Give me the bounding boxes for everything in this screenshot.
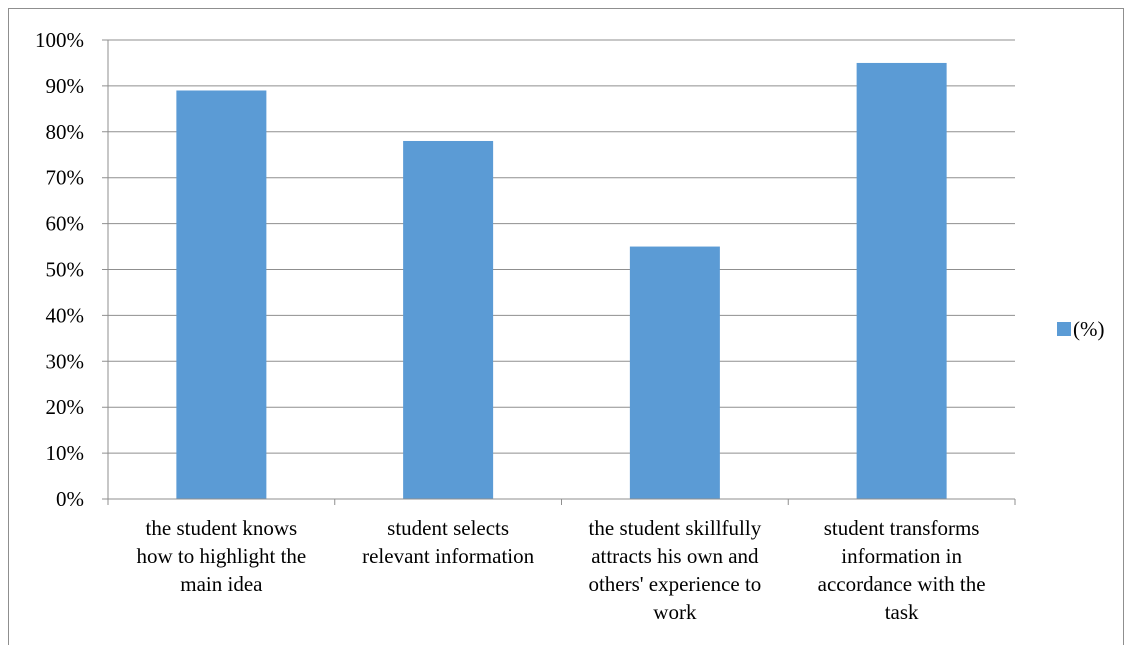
legend-swatch — [1057, 322, 1071, 336]
y-tick-label: 70% — [46, 166, 85, 190]
x-axis — [107, 498, 1016, 505]
x-category-label: main idea — [180, 572, 263, 596]
y-tick-label: 80% — [46, 120, 85, 144]
y-tick-label: 90% — [46, 74, 85, 98]
y-tick-label: 10% — [46, 441, 85, 465]
bar — [176, 90, 267, 500]
x-category-label: student transforms — [824, 516, 980, 540]
chart-frame — [8, 8, 1124, 645]
x-category-label: work — [653, 600, 697, 624]
x-category-label: task — [885, 600, 919, 624]
bar — [856, 62, 947, 499]
x-category-label: accordance with the — [818, 572, 986, 596]
y-tick-label: 0% — [56, 487, 84, 511]
y-tick-label: 40% — [46, 303, 85, 327]
y-tick-label: 100% — [35, 28, 84, 52]
x-category-label: how to highlight the — [137, 544, 307, 568]
y-tick-label: 60% — [46, 212, 85, 236]
x-category-label: student selects — [387, 516, 509, 540]
x-category-label: information in — [841, 544, 962, 568]
x-category-label: the student knows — [146, 516, 298, 540]
x-category-label: relevant information — [362, 544, 535, 568]
y-axis-tick-labels: 0% 10% 20% 30% 40% 50% 60% 70% 80% 90% 100% — [35, 28, 84, 511]
x-category-label: the student skillfully — [589, 516, 762, 540]
y-tick-label: 30% — [46, 349, 85, 373]
bar — [629, 246, 720, 499]
legend-label: (%) — [1073, 317, 1104, 341]
y-tick-label: 50% — [46, 258, 85, 282]
x-axis-category-labels: the student knows how to highlight the mai… — [137, 516, 986, 624]
bar — [403, 140, 494, 500]
y-tick-label: 20% — [46, 395, 85, 419]
x-category-label: attracts his own and — [591, 544, 759, 568]
x-category-label: others' experience to — [588, 572, 761, 596]
bars — [176, 62, 947, 500]
legend: (%) — [1057, 317, 1104, 341]
